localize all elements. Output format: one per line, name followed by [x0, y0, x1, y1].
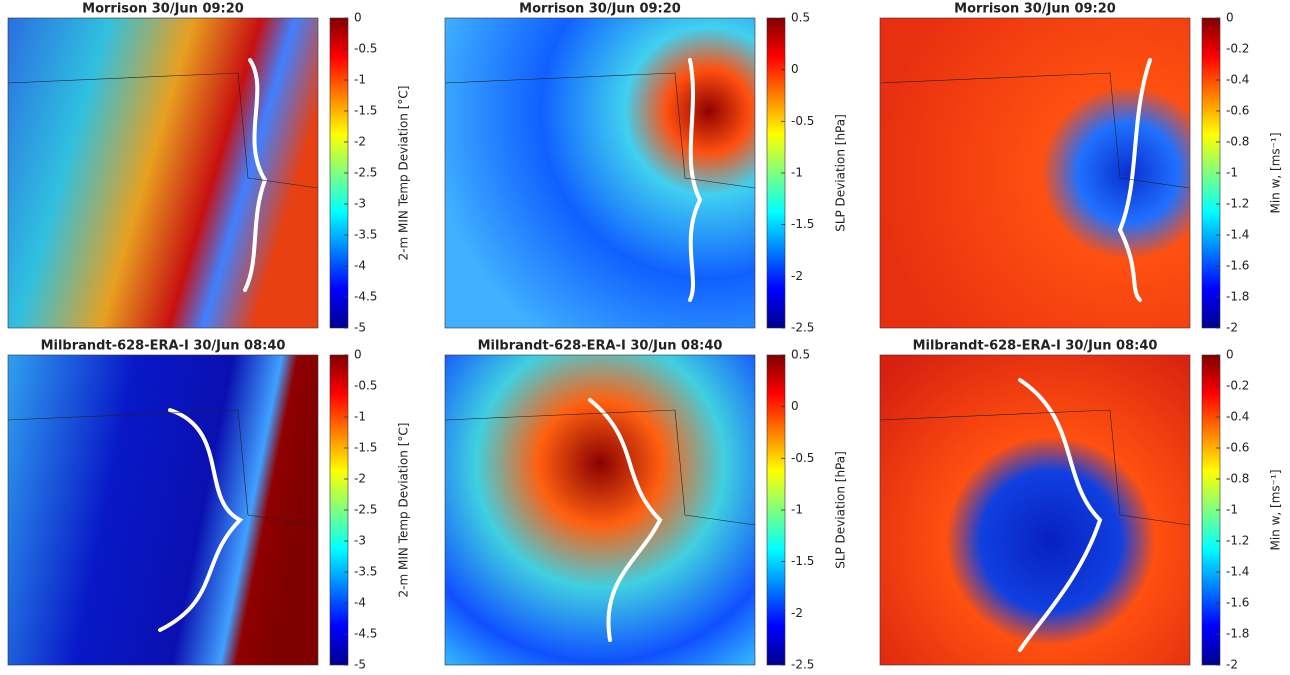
colorbar-tick-label: -2 — [791, 606, 803, 620]
colorbar-tick-label: -2.5 — [354, 166, 377, 180]
colorbar-tick-label: -3 — [354, 534, 366, 548]
colorbar-tick-label: -1.2 — [1226, 534, 1249, 548]
colorbar-tick-label: -3 — [354, 197, 366, 211]
panel-title: Morrison 30/Jun 09:20 — [519, 2, 681, 17]
state-border — [444, 409, 756, 526]
state-border — [7, 409, 319, 526]
colorbar-tick-label: -4 — [354, 596, 366, 610]
colorbar-tick-label: -0.4 — [1226, 410, 1249, 424]
storm-outline — [688, 58, 703, 302]
colorbar-tick-label: -1.5 — [354, 104, 377, 118]
colorbar-tick-label: -2.5 — [354, 503, 377, 517]
state-border — [444, 72, 756, 189]
colorbar-tick-label: -4 — [354, 259, 366, 273]
colorbar-tick-label: -1.5 — [791, 217, 814, 231]
state-border — [879, 409, 1191, 526]
colorbar-tick-label: -1 — [791, 166, 803, 180]
colorbar-tick-label: -2 — [1226, 658, 1238, 672]
colorbar-tick-label: -5 — [354, 321, 366, 335]
colorbar-tick-label: 0 — [791, 62, 799, 76]
storm-outline — [1018, 378, 1103, 652]
colorbar-tick-label: -1.8 — [1226, 627, 1249, 641]
colorbar-tick-label: -4.5 — [354, 290, 377, 304]
colorbar-tick-label: 0 — [1226, 11, 1234, 25]
colorbar-tick-label: -1.4 — [1226, 565, 1249, 579]
colorbar-tick-label: -1 — [1226, 166, 1238, 180]
colorbar-tick-label: -1.8 — [1226, 290, 1249, 304]
colorbar-tick-label: -3.5 — [354, 228, 377, 242]
colorbar-tick-label: -0.5 — [791, 114, 814, 128]
colorbar-label: SLP Deviation [hPa] — [834, 451, 848, 569]
colorbar-tick-label: 0 — [354, 11, 362, 25]
colorbar-tick-label: -2.5 — [791, 321, 814, 335]
panel-title: Milbrandt-628-ERA-I 30/Jun 08:40 — [41, 339, 286, 354]
panel-title: Morrison 30/Jun 09:20 — [954, 2, 1116, 17]
colorbar-tick-label: -2 — [354, 135, 366, 149]
colorbar-tick-label: -0.6 — [1226, 441, 1249, 455]
colorbar-label: 2-m MIN Temp Deviation [°C] — [397, 423, 411, 598]
map-field — [444, 17, 756, 329]
colorbar-tick-label: 0 — [791, 399, 799, 413]
colorbar-tick-label: -1.5 — [791, 554, 814, 568]
colorbar-tick-label: -1.5 — [354, 441, 377, 455]
colorbar-tick-label: -2.5 — [791, 658, 814, 672]
state-border — [7, 72, 319, 189]
colorbar-tick-label: -0.5 — [354, 42, 377, 56]
colorbar-label: Min w, [ms⁻¹] — [1269, 133, 1283, 214]
panel-title: Milbrandt-628-ERA-I 30/Jun 08:40 — [478, 339, 723, 354]
colorbar-tick-label: -5 — [354, 658, 366, 672]
colorbar-tick-label: -0.5 — [791, 451, 814, 465]
storm-outline — [243, 58, 268, 292]
colorbar-label: 2-m MIN Temp Deviation [°C] — [397, 86, 411, 261]
colorbar-tick-label: -1 — [791, 503, 803, 517]
colorbar-tick-label: -2 — [354, 472, 366, 486]
colorbar-tick-label: -0.6 — [1226, 104, 1249, 118]
colorbar-tick-label: -0.4 — [1226, 73, 1249, 87]
colorbar-tick-label: -0.8 — [1226, 135, 1249, 149]
colorbar-label: SLP Deviation [hPa] — [834, 114, 848, 232]
colorbar-tick-label: 0 — [1226, 348, 1234, 362]
storm-outline — [158, 408, 244, 632]
storm-outline — [1117, 58, 1152, 302]
colorbar-tick-label: 0.5 — [791, 11, 810, 25]
colorbar-tick-label: -0.2 — [1226, 42, 1249, 56]
colorbar-label: Min w, [ms⁻¹] — [1269, 470, 1283, 551]
panel-title: Milbrandt-628-ERA-I 30/Jun 08:40 — [913, 339, 1158, 354]
map-field — [7, 354, 319, 666]
colorbar-tick-label: 0 — [354, 348, 362, 362]
colorbar-tick-label: -2 — [1226, 321, 1238, 335]
colorbar-tick-label: -1.6 — [1226, 259, 1249, 273]
colorbar-tick-label: -3.5 — [354, 565, 377, 579]
map-field — [879, 17, 1191, 329]
map-field — [879, 354, 1191, 666]
map-field — [7, 17, 319, 329]
colorbar-tick-label: -1.6 — [1226, 596, 1249, 610]
colorbar-tick-label: -0.8 — [1226, 472, 1249, 486]
colorbar-tick-label: -2 — [791, 269, 803, 283]
colorbar-tick-label: -4.5 — [354, 627, 377, 641]
map-field — [444, 354, 756, 666]
colorbar-tick-label: -1.4 — [1226, 228, 1249, 242]
state-border — [879, 72, 1191, 189]
colorbar-tick-label: -1 — [354, 73, 366, 87]
colorbar-tick-label: -1.2 — [1226, 197, 1249, 211]
colorbar-tick-label: -1 — [354, 410, 366, 424]
colorbar-tick-label: -0.5 — [354, 379, 377, 393]
panel-title: Morrison 30/Jun 09:20 — [82, 2, 244, 17]
colorbar-tick-label: -1 — [1226, 503, 1238, 517]
colorbar-tick-label: 0.5 — [791, 348, 810, 362]
storm-outline — [588, 398, 663, 642]
colorbar-tick-label: -0.2 — [1226, 379, 1249, 393]
